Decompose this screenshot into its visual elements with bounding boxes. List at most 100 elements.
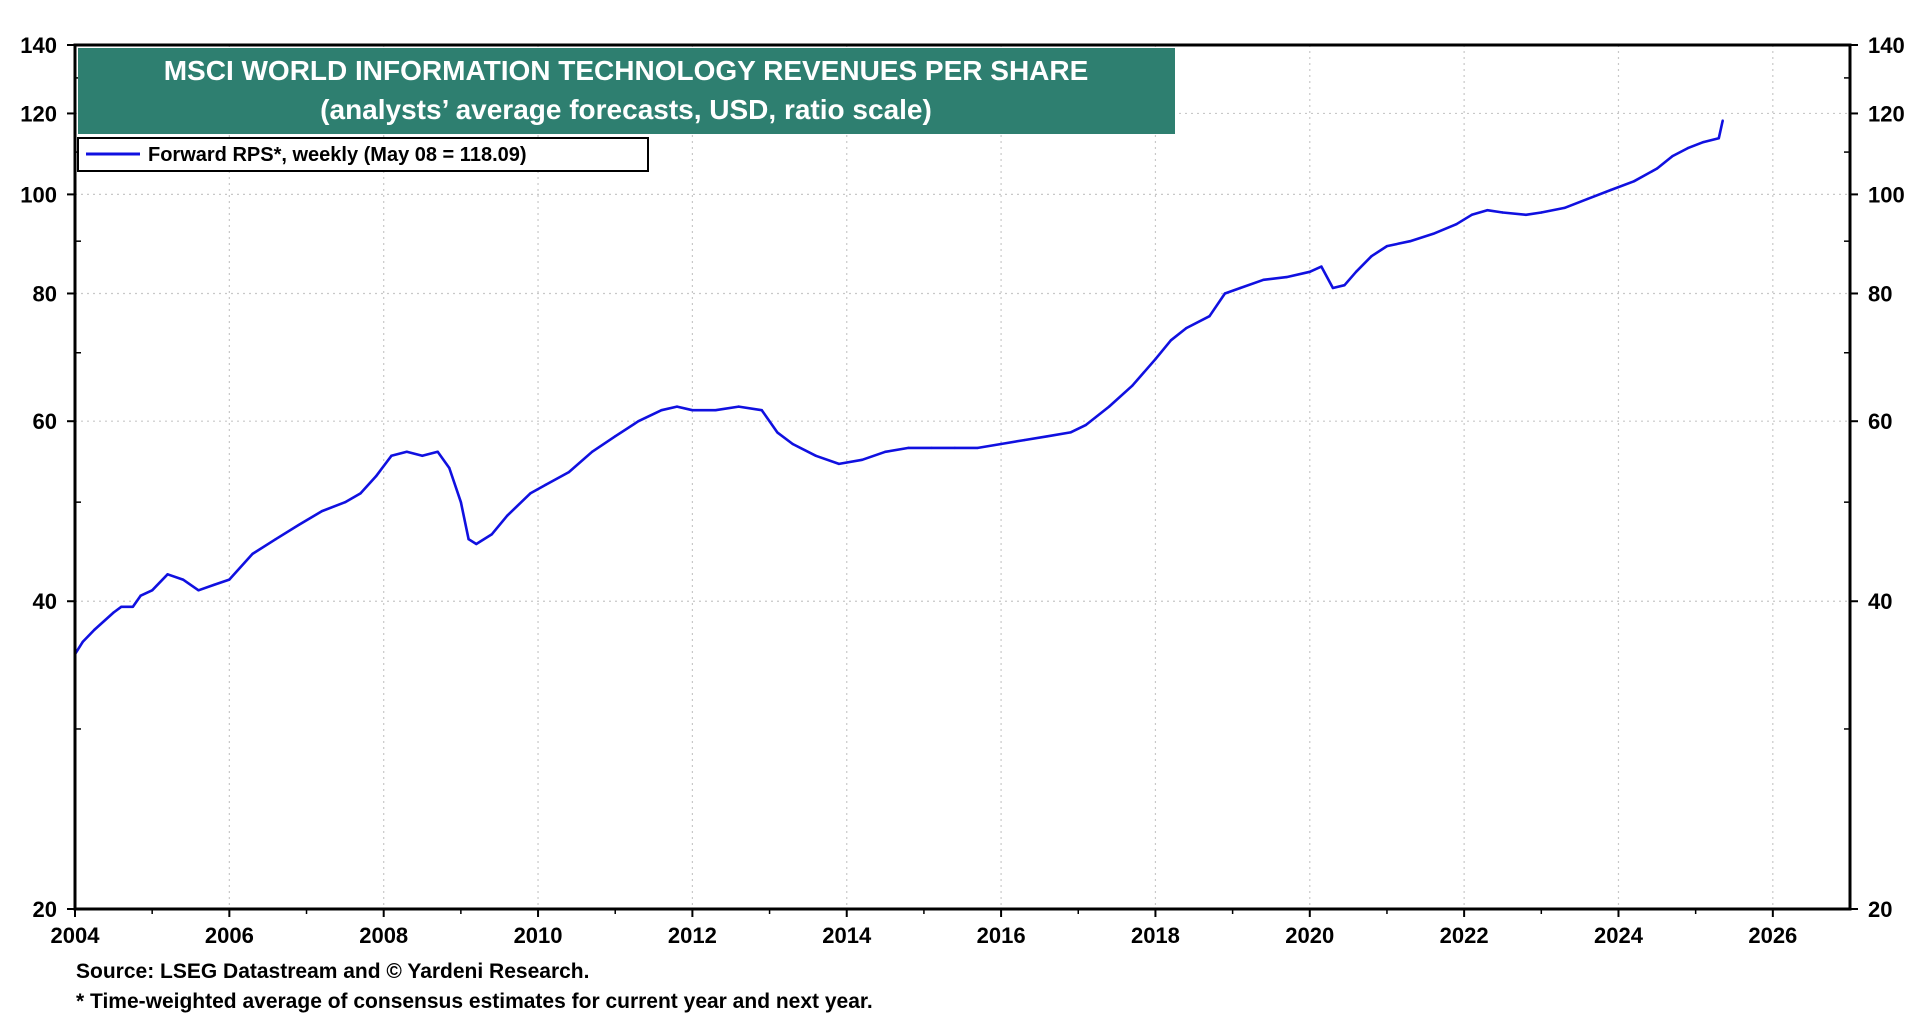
data-point [714,409,717,412]
data-point [1609,188,1613,192]
data-point [1455,223,1458,226]
x-tick-label: 2016 [977,923,1026,948]
data-point [1501,211,1504,214]
x-tick-label: 2014 [822,923,872,948]
data-point [1370,255,1373,258]
plot-frame [73,43,1852,911]
data-point [166,573,169,576]
data-point [374,475,378,478]
y-tick-label-left: 40 [33,589,57,614]
y-tick-label-left: 120 [20,101,57,126]
data-point [120,605,123,608]
x-tick-label: 2022 [1440,923,1489,948]
data-point [590,450,594,453]
x-tick-label: 2006 [205,923,254,948]
data-point [197,589,200,592]
y-tick-label-right: 100 [1868,182,1905,207]
y-tick-label-left: 140 [20,33,57,58]
y-tick-label-right: 140 [1868,33,1905,58]
data-point [814,454,818,457]
data-point [490,533,493,536]
title-box: MSCI WORLD INFORMATION TECHNOLOGY REVENU… [78,48,1175,134]
data-point [1185,326,1188,330]
x-tick-label: 2024 [1594,923,1644,948]
data-point [1408,240,1412,243]
x-tick-label: 2010 [514,923,563,948]
y-tick-label-right: 40 [1868,589,1892,614]
chart-subtitle: (analysts’ average forecasts, USD, ratio… [320,94,932,125]
x-tick-label: 2026 [1748,923,1797,948]
data-point [320,509,324,513]
data-point [448,466,451,470]
data-point [1343,284,1346,287]
data-point [228,578,231,581]
data-point [1385,244,1389,248]
data-point [660,409,663,412]
data-point [1354,270,1358,273]
series-layer [73,119,1724,656]
data-point [93,628,96,632]
data-point [1239,286,1242,290]
data-point [1208,315,1211,318]
x-tick-label: 2004 [51,923,101,948]
title-background [78,48,1175,134]
y-tick-label-right: 60 [1868,409,1892,434]
data-point [1721,119,1724,122]
legend: Forward RPS*, weekly (May 08 = 118.09) [77,137,649,172]
data-point [421,454,424,457]
data-point [884,450,887,453]
data-point [459,501,463,504]
data-point [1223,292,1227,295]
data-point [1632,180,1636,183]
data-point [112,611,115,614]
data-point [1069,431,1072,434]
data-point [614,435,617,438]
data-point [837,462,841,466]
data-point [181,578,185,581]
data-point [436,450,439,453]
data-point [544,483,547,486]
data-point [760,409,763,412]
y-tick-label-left: 100 [20,182,57,207]
data-point [1524,213,1528,216]
data-point [390,454,393,457]
data-point [1486,209,1489,212]
data-point [675,405,679,408]
data-point [1540,211,1543,214]
data-point [1702,140,1705,144]
data-point [907,446,910,450]
data-point [1655,167,1659,170]
x-tick-label: 2012 [668,923,717,948]
data-point [776,431,779,434]
data-point [1331,286,1335,290]
data-point [930,446,933,450]
data-point [274,538,277,541]
data-point [1320,265,1323,268]
data-point [861,458,864,461]
data-point [1169,339,1173,342]
data-point [999,442,1003,446]
data-point [1022,438,1026,442]
x-tick-label: 2020 [1285,923,1334,948]
data-point [467,538,470,541]
data-point [506,514,509,517]
legend-box [77,137,649,172]
data-point [1563,206,1566,210]
data-point [1717,137,1721,140]
data-point [212,583,216,587]
data-point [953,446,956,450]
data-point [1262,278,1265,281]
data-point [1046,435,1049,438]
data-point [151,589,154,592]
data-point [637,420,640,423]
axis-ticks: 2004 2006 2008 2010 2012 2014 2016 2018 2020 2022… [20,33,1904,948]
data-point [343,501,347,504]
data-point [1432,232,1435,235]
y-tick-label-left: 20 [33,897,57,922]
data-point [691,409,694,412]
plot-area [75,45,1850,909]
data-point [475,542,478,546]
source-note: Source: LSEG Datastream and © Yardeni Re… [76,960,589,983]
data-point [405,450,408,453]
data-point [791,442,794,446]
